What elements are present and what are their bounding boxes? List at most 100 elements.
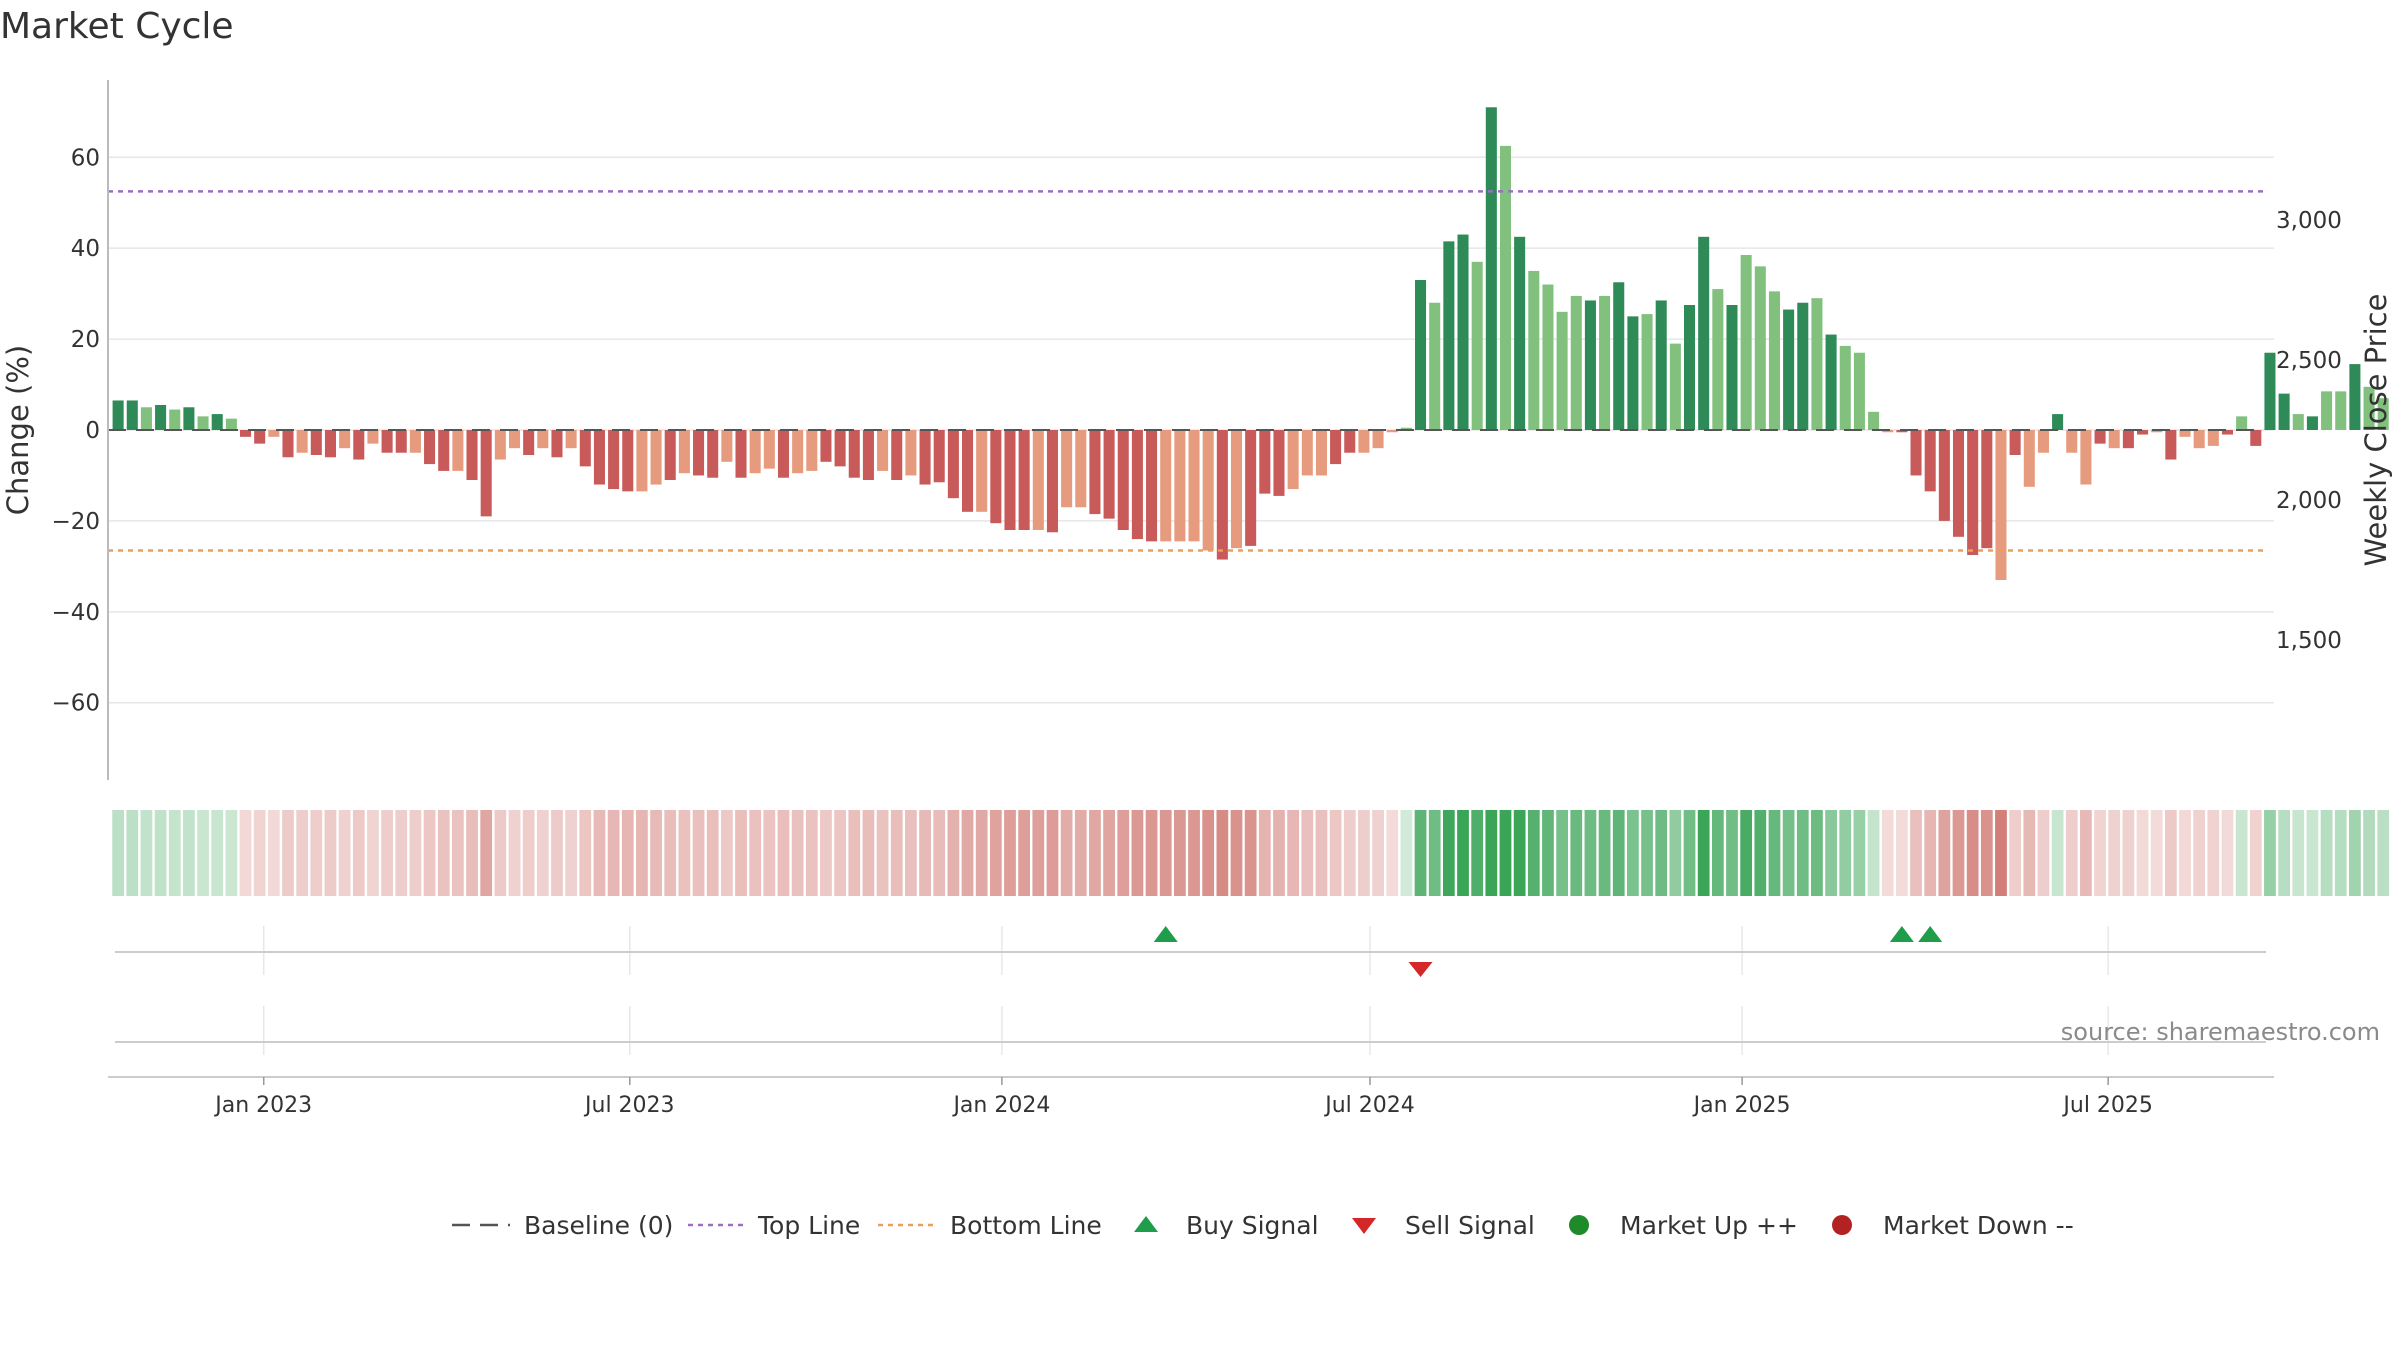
bar [777,430,790,478]
bar [1429,302,1441,430]
bar [1457,234,1469,430]
y-left-tick-label: 20 [71,327,100,353]
bar [1952,430,1965,537]
x-tick-label: Jul 2024 [1323,1093,1415,1118]
bar [466,430,478,480]
bar [1868,411,1880,430]
bar [1712,289,1724,430]
strip-cell [1853,810,1866,896]
strip-cell [1980,810,1993,896]
buy-signal-marker [1889,926,1914,942]
strip-cell [1159,810,1172,896]
strip-cell [678,810,691,896]
strip-cell [1825,810,1837,896]
bar [1641,314,1653,430]
strip-cell [1598,810,1611,896]
bar [1599,295,1611,430]
bar [2236,416,2248,430]
strip-cell [1315,810,1328,896]
bar [1669,343,1681,430]
bar [537,430,549,449]
bar [1768,291,1780,430]
strip-cell [1301,810,1314,896]
strip-cell [749,810,762,896]
strip-cell [1726,810,1738,896]
strip-cell [1273,810,1285,896]
strip-cell [933,810,946,896]
bar [1216,430,1228,560]
strip-cell [1103,810,1115,896]
strip-cell [310,810,323,896]
strip-cell [1570,810,1583,896]
bar [508,430,521,449]
bar [976,430,988,512]
bar [1698,236,1710,430]
bar [523,430,535,455]
strip-cell [1839,810,1852,896]
bar [1358,430,1370,453]
y-right-tick-label: 3,000 [2276,208,2342,234]
strip-cell [1173,810,1186,896]
bar [268,430,280,437]
bar [1981,430,1993,549]
bar [1584,300,1596,430]
strip-cell [1966,810,1979,896]
strip-cell [1740,810,1753,896]
strip-cell [2108,810,2121,896]
strip-cell [1018,810,1031,896]
bar [2122,430,2134,449]
bar [2250,430,2262,446]
bar [990,430,1002,524]
legend-label: Top Line [757,1211,860,1240]
strip-cell [2080,810,2092,896]
strip-cell [848,810,861,896]
y-right-axis-title: Weekly Close Price [2359,294,2393,567]
strip-cell [1457,810,1469,896]
strip-cell [1244,810,1257,896]
bar [2377,398,2389,430]
strip-cell [154,810,167,896]
bar [409,430,421,453]
strip-cell [579,810,592,896]
bar [310,430,322,455]
bar [339,430,351,449]
heat-strip [112,810,2390,896]
strip-cell [1386,810,1399,896]
strip-cell [112,810,124,896]
bar [2094,430,2106,444]
strip-cell [282,810,294,896]
bar [1485,107,1497,430]
bar [2023,430,2035,487]
strip-cell [1046,810,1059,896]
bar [1075,430,1087,508]
legend-label: Market Down -- [1883,1211,2074,1240]
strip-cell [1442,810,1455,896]
strip-cell [905,810,917,896]
bar [1740,255,1752,430]
strip-cell [1697,810,1710,896]
bar [1315,430,1327,476]
y-right-tick-label: 2,000 [2276,488,2342,514]
bar [1839,345,1851,430]
bar [636,430,648,492]
strip-cell [1188,810,1200,896]
strip-cell [1895,810,1908,896]
bar [1103,430,1115,519]
strip-cell [1428,810,1441,896]
strip-cell [267,810,280,896]
bar [1004,430,1016,530]
bar [919,430,931,485]
y-right-tick-label: 2,500 [2276,348,2342,374]
strip-cell [692,810,705,896]
bar [2179,430,2191,437]
strip-cell [140,810,153,896]
bar [1499,145,1512,430]
strip-cell [2037,810,2050,896]
strip-cell [1117,810,1130,896]
bar [593,430,605,485]
legend-item-0: Baseline (0) [452,1211,673,1240]
legend-item-2: Bottom Line [878,1211,1102,1240]
strip-cell [1683,810,1696,896]
